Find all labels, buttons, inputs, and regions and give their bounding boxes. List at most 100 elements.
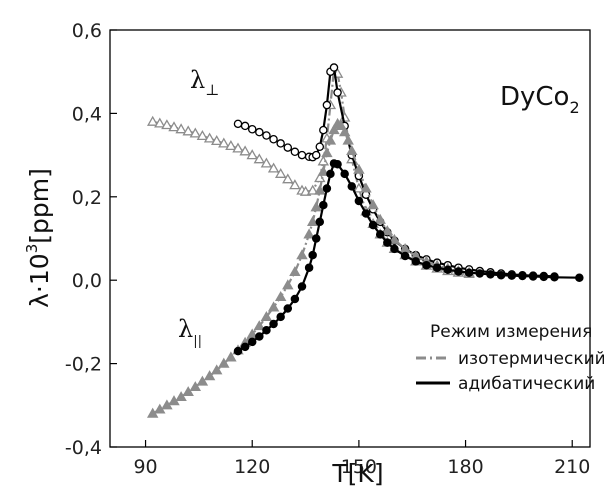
data-point xyxy=(246,149,258,160)
y-tick-label: 0,2 xyxy=(72,187,102,209)
data-point xyxy=(203,132,216,143)
data-point xyxy=(368,220,378,230)
data-point xyxy=(321,147,333,158)
data-point xyxy=(496,270,506,280)
data-point xyxy=(283,143,293,152)
data-point xyxy=(240,121,250,131)
data-point xyxy=(322,100,332,110)
data-point xyxy=(274,167,287,178)
data-point xyxy=(189,381,202,392)
data-point xyxy=(464,268,474,277)
svg-text:λ·103[ppm]: λ·103[ppm] xyxy=(23,168,54,308)
data-point xyxy=(276,139,285,148)
data-point xyxy=(346,144,358,156)
data-point xyxy=(314,184,326,195)
x-tick-label: 120 xyxy=(234,456,270,478)
data-point xyxy=(262,131,271,140)
legend-entry-adiabatic: адибатический xyxy=(458,374,595,394)
data-point xyxy=(290,294,300,304)
data-point xyxy=(255,127,264,137)
data-point xyxy=(390,244,399,254)
data-point xyxy=(290,147,300,157)
data-point xyxy=(411,257,421,266)
data-point xyxy=(225,139,237,151)
data-point xyxy=(342,134,354,145)
y-tick-label: 0,6 xyxy=(72,20,102,42)
series-line xyxy=(152,68,470,275)
data-point xyxy=(247,124,257,134)
series-adiabatic-circle-filled xyxy=(233,159,584,356)
data-point xyxy=(289,179,301,190)
series-isothermal-triangle-open xyxy=(146,63,475,279)
data-point xyxy=(161,119,173,130)
data-point xyxy=(306,184,319,195)
x-tick-label: 180 xyxy=(447,456,483,478)
data-point xyxy=(253,320,266,331)
lambda-perp-symbol: λ xyxy=(190,66,205,94)
data-point xyxy=(374,213,386,224)
data-point xyxy=(315,217,325,227)
y-tick-label: -0,4 xyxy=(65,437,102,459)
x-tick-label: 150 xyxy=(341,456,377,478)
data-point xyxy=(353,182,365,193)
data-point xyxy=(338,126,351,137)
data-point xyxy=(550,273,559,282)
data-point xyxy=(311,150,321,160)
data-point xyxy=(203,370,216,381)
data-point xyxy=(182,125,194,136)
data-point xyxy=(239,145,251,156)
data-point xyxy=(326,169,335,179)
data-point xyxy=(175,123,187,134)
lambda-par-symbol: λ xyxy=(178,315,193,343)
data-point xyxy=(486,270,495,279)
data-point xyxy=(383,238,392,247)
data-point xyxy=(317,165,330,176)
y-axis-title: λ·103[ppm] xyxy=(23,168,54,308)
data-point xyxy=(282,173,294,184)
data-point xyxy=(269,135,278,144)
data-point xyxy=(296,249,308,260)
data-point xyxy=(308,250,317,260)
data-point xyxy=(443,265,453,275)
data-point xyxy=(360,182,372,193)
lambda-perp-subscript: ⊥ xyxy=(205,81,219,99)
data-point xyxy=(518,271,527,281)
data-point xyxy=(210,364,223,375)
data-point xyxy=(189,127,202,138)
x-tick-label: 90 xyxy=(133,456,157,478)
data-point xyxy=(528,272,538,281)
y-axis-title-main: λ·10 xyxy=(25,253,54,308)
compound-name: DyCo xyxy=(500,82,569,112)
data-point xyxy=(304,263,314,272)
data-point xyxy=(507,271,517,280)
compound-subscript: 2 xyxy=(569,98,579,117)
data-point xyxy=(324,134,337,145)
data-point xyxy=(232,142,244,153)
data-point xyxy=(269,319,278,329)
series-layer xyxy=(146,63,584,418)
x-tick-label: 210 xyxy=(554,456,590,478)
y-tick-label: -0,2 xyxy=(65,354,102,376)
data-point xyxy=(333,88,342,97)
data-point xyxy=(218,357,230,368)
data-point xyxy=(283,304,293,313)
data-point xyxy=(333,160,342,169)
data-point xyxy=(354,196,364,206)
data-point xyxy=(247,337,257,347)
data-point xyxy=(175,391,187,402)
data-point xyxy=(310,201,322,212)
data-point xyxy=(168,121,180,132)
data-point xyxy=(539,272,549,282)
data-point xyxy=(267,162,280,173)
legend-entry-isothermal: изотермический xyxy=(458,349,604,369)
lambda-par-label: λ|| xyxy=(178,315,202,349)
y-axis-title-unit: [ppm] xyxy=(25,168,54,244)
data-point xyxy=(196,375,209,386)
data-point xyxy=(347,182,357,191)
data-point xyxy=(282,279,294,290)
data-point xyxy=(400,251,410,261)
data-point xyxy=(322,184,332,193)
y-axis-title-sup: 3 xyxy=(23,244,41,254)
data-point xyxy=(361,209,371,218)
